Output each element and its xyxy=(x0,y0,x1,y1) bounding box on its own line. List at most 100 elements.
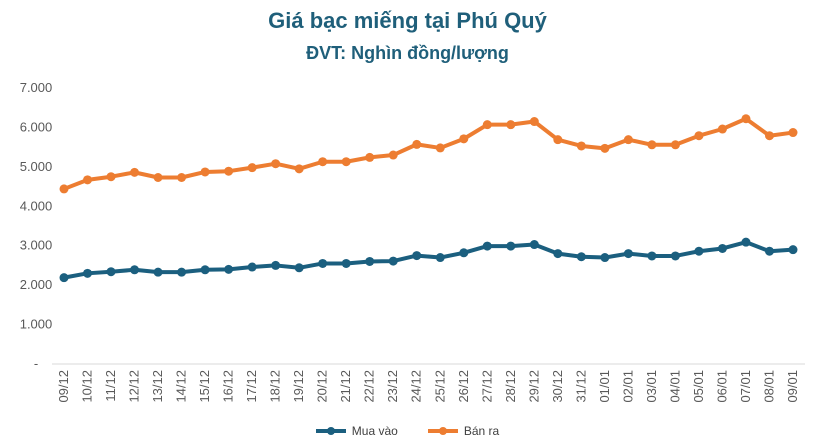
data-point xyxy=(576,141,586,151)
data-point xyxy=(318,157,328,167)
legend-label: Bán ra xyxy=(463,424,500,438)
data-point xyxy=(647,140,657,150)
x-tick-label: 23/12 xyxy=(385,370,400,403)
data-point xyxy=(271,260,281,270)
data-point xyxy=(412,139,422,149)
data-point xyxy=(623,249,633,259)
data-point xyxy=(482,120,492,130)
x-tick-label: 06/01 xyxy=(714,370,729,403)
data-point xyxy=(741,114,751,124)
data-point xyxy=(482,241,492,251)
y-tick-label: 4.000 xyxy=(20,198,53,213)
data-point xyxy=(670,251,680,261)
data-point xyxy=(529,117,539,127)
x-tick-label: 30/12 xyxy=(550,370,565,403)
data-point xyxy=(365,256,375,266)
data-point xyxy=(83,175,93,185)
data-point xyxy=(788,245,798,255)
data-point xyxy=(459,248,469,258)
y-tick-label: 2.000 xyxy=(20,277,53,292)
x-tick-label: 29/12 xyxy=(526,370,541,403)
data-point xyxy=(553,135,563,145)
data-point xyxy=(506,120,516,130)
x-tick-label: 07/01 xyxy=(738,370,753,403)
x-tick-label: 09/01 xyxy=(785,370,800,403)
x-tick-label: 02/01 xyxy=(620,370,635,403)
data-point xyxy=(623,135,633,145)
data-point xyxy=(130,167,140,177)
data-point xyxy=(106,172,116,182)
data-point xyxy=(247,262,257,272)
series-line-ban-ra xyxy=(63,116,794,191)
data-point xyxy=(388,256,398,266)
x-tick-label: 11/12 xyxy=(103,370,118,402)
y-tick-label: 6.000 xyxy=(20,119,53,134)
series-line-mua-vao xyxy=(63,240,794,280)
x-tick-label: 14/12 xyxy=(174,370,189,403)
data-point xyxy=(435,253,445,263)
data-point xyxy=(59,273,69,283)
x-tick-label: 17/12 xyxy=(244,370,259,403)
data-point xyxy=(717,243,727,253)
data-point xyxy=(647,251,657,261)
data-point xyxy=(600,253,610,263)
data-point xyxy=(271,159,281,169)
data-point xyxy=(764,131,774,141)
x-tick-label: 31/12 xyxy=(573,370,588,403)
chart-subtitle: ĐVT: Nghìn đồng/lượng xyxy=(306,43,509,63)
y-tick-label: - xyxy=(34,356,38,371)
x-tick-label: 10/12 xyxy=(80,370,95,403)
y-tick-label: 1.000 xyxy=(20,317,53,332)
chart-title: Giá bạc miếng tại Phú Quý xyxy=(268,8,547,33)
legend-swatch-ban-ra xyxy=(427,426,458,435)
data-point xyxy=(341,258,351,268)
data-point xyxy=(318,258,328,268)
legend-item-mua-vao: Mua vào xyxy=(315,424,398,438)
x-tick-label: 13/12 xyxy=(150,370,165,403)
data-point xyxy=(741,237,751,247)
data-point xyxy=(506,241,516,251)
x-tick-label: 15/12 xyxy=(197,370,212,403)
x-tick-label: 12/12 xyxy=(127,370,142,403)
y-tick-label: 5.000 xyxy=(20,159,53,174)
x-tick-label: 27/12 xyxy=(479,370,494,403)
x-tick-label: 21/12 xyxy=(338,370,353,403)
data-point xyxy=(341,157,351,167)
x-tick-label: 01/01 xyxy=(597,370,612,403)
x-tick-label: 05/01 xyxy=(691,370,706,403)
data-point xyxy=(365,152,375,162)
data-point xyxy=(764,246,774,256)
x-tick-label: 04/01 xyxy=(667,370,682,403)
x-tick-label: 18/12 xyxy=(268,370,283,403)
data-point xyxy=(788,128,798,138)
data-point xyxy=(177,267,187,277)
data-point xyxy=(200,167,210,177)
data-point xyxy=(153,267,163,277)
data-point xyxy=(177,173,187,183)
x-tick-label: 24/12 xyxy=(409,370,424,403)
data-point xyxy=(717,124,727,134)
x-tick-label: 03/01 xyxy=(644,370,659,403)
x-tick-label: 28/12 xyxy=(503,370,518,403)
data-point xyxy=(576,252,586,262)
x-tick-label: 19/12 xyxy=(291,370,306,403)
data-point xyxy=(200,265,210,275)
data-point xyxy=(435,143,445,153)
data-point xyxy=(670,140,680,150)
x-tick-label: 26/12 xyxy=(456,370,471,403)
x-tick-label: 25/12 xyxy=(432,370,447,403)
data-point xyxy=(247,163,257,173)
data-point xyxy=(529,240,539,250)
data-point xyxy=(83,268,93,278)
data-point xyxy=(224,264,234,274)
data-point xyxy=(694,131,704,141)
data-point xyxy=(59,184,69,194)
y-tick-label: 7.000 xyxy=(20,80,53,95)
data-point xyxy=(294,164,304,174)
data-point xyxy=(388,150,398,160)
x-tick-label: 16/12 xyxy=(221,370,236,403)
x-tick-label: 09/12 xyxy=(56,370,71,403)
y-tick-label: 3.000 xyxy=(20,238,53,253)
data-point xyxy=(153,173,163,183)
